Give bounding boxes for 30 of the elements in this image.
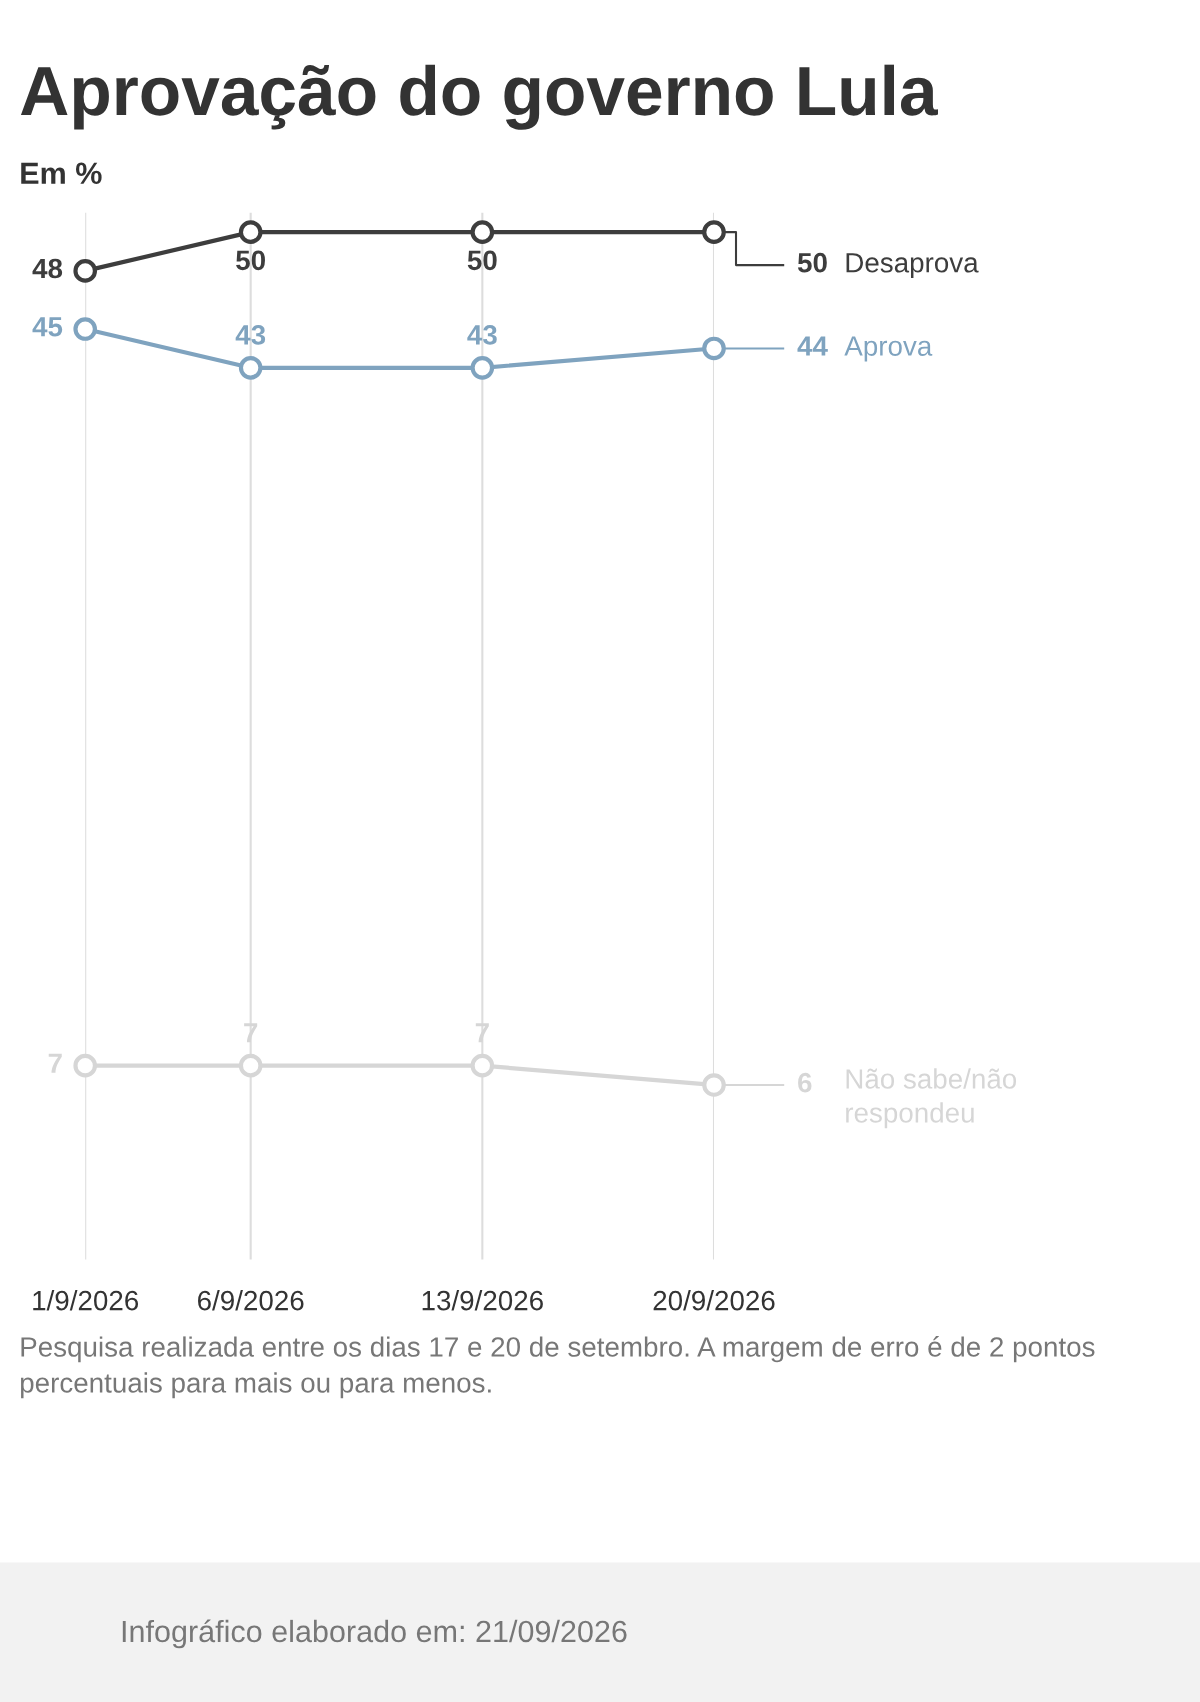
chart-subtitle: Em % — [21, 162, 102, 185]
point — [470, 220, 495, 244]
x-tick-label: 13/9/2026 — [422, 1290, 543, 1311]
x-tick-label: 6/9/2026 — [198, 1290, 304, 1311]
point — [73, 317, 98, 341]
x-tick-label: 1/9/2026 — [33, 1290, 139, 1311]
data-label: 50 — [467, 250, 497, 271]
text: Pesquisa realizada entre os dias 17 e 20 de setembro. A margem de erro é de 2 pontos percentuais para mais ou para menos. — [20, 1336, 1095, 1399]
point — [73, 259, 98, 283]
point — [470, 1053, 495, 1078]
data-label: 45 — [32, 317, 63, 337]
x-tick-label: 20/9/2026 — [653, 1290, 775, 1311]
data-label: 43 — [235, 325, 266, 345]
point — [238, 1053, 263, 1078]
point — [73, 1053, 98, 1078]
data-label: 44 — [797, 336, 828, 356]
data-label: 43 — [467, 325, 497, 345]
text: Aprova — [844, 336, 933, 362]
point — [702, 336, 726, 361]
chart-title: Aprovação do governo Lula — [20, 64, 938, 130]
point — [238, 356, 263, 380]
data-label: 50 — [236, 250, 265, 271]
data-label: 48 — [32, 258, 63, 279]
text: Infográfico elaborado em: 21/09/2026 — [122, 1619, 627, 1649]
text: Desaprova — [846, 253, 979, 279]
point — [238, 220, 263, 244]
point — [702, 1073, 726, 1097]
point — [702, 220, 726, 244]
point — [470, 356, 495, 380]
data-label: 50 — [797, 252, 827, 273]
